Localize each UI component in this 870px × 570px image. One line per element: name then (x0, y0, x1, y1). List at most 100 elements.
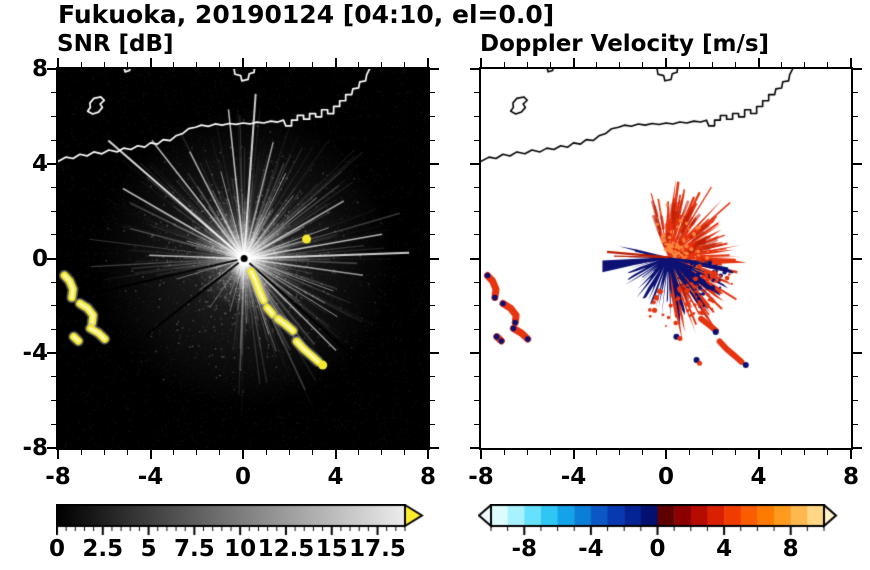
axis-tick (51, 115, 56, 117)
axis-tick (173, 62, 175, 67)
axis-tick (827, 62, 829, 67)
axis-tick (853, 305, 858, 307)
axis-tick (853, 115, 858, 117)
axis-tick (470, 257, 479, 260)
axis-tick (51, 400, 56, 402)
figure-title: Fukuoka, 20190124 [04:10, el=0.0] (58, 0, 555, 29)
axis-tick (47, 352, 56, 355)
x-tick-label-snr: 4 (327, 464, 344, 490)
axis-tick (430, 400, 435, 402)
doppler-colorbar-tick-label: -4 (578, 536, 604, 562)
axis-tick (51, 234, 56, 236)
y-tick-label: 4 (31, 150, 48, 177)
axis-tick (474, 376, 479, 378)
axis-tick (474, 234, 479, 236)
axis-tick (288, 450, 290, 455)
snr-colorbar-tick-label: 7.5 (173, 536, 215, 562)
snr-plot-frame (56, 67, 430, 450)
axis-tick (853, 186, 858, 188)
axis-tick (688, 450, 690, 455)
axis-tick (430, 257, 439, 260)
axis-tick (430, 139, 435, 141)
x-tick-label-doppler: 0 (657, 464, 675, 490)
axis-tick (311, 450, 313, 455)
axis-tick (596, 450, 598, 455)
axis-tick (711, 450, 713, 455)
axis-tick (474, 186, 479, 188)
axis-tick (126, 450, 128, 455)
axis-tick (853, 281, 858, 283)
snr-panel-title: SNR [dB] (57, 31, 174, 57)
axis-tick (51, 281, 56, 283)
axis-tick (470, 447, 479, 449)
axis-tick (711, 62, 713, 67)
axis-tick (51, 186, 56, 188)
y-tick-label: -8 (22, 435, 48, 461)
axis-tick (242, 450, 244, 459)
axis-tick (430, 115, 435, 117)
axis-tick (474, 305, 479, 307)
axis-tick (804, 62, 806, 67)
axis-tick (781, 62, 783, 67)
axis-tick (427, 58, 429, 67)
axis-tick (47, 257, 56, 260)
axis-tick (51, 423, 56, 425)
axis-tick (853, 92, 858, 94)
doppler-colorbar-tick-label: 0 (649, 536, 666, 562)
x-tick-label-snr: 0 (234, 464, 252, 490)
doppler-panel-title: Doppler Velocity [m/s] (480, 31, 770, 57)
axis-tick (47, 447, 56, 449)
axis-tick (853, 234, 858, 236)
axis-tick (596, 62, 598, 67)
axis-tick (804, 450, 806, 455)
axis-tick (430, 447, 439, 449)
axis-tick (853, 329, 858, 331)
x-tick-label-doppler: 8 (842, 464, 860, 490)
axis-tick (853, 423, 858, 425)
snr-colorbar-tick-label: 0 (48, 536, 66, 562)
axis-tick (503, 62, 505, 67)
axis-tick (853, 68, 862, 70)
axis-tick (358, 450, 360, 455)
axis-tick (757, 450, 760, 459)
axis-tick (474, 423, 479, 425)
axis-tick (503, 450, 505, 455)
axis-tick (219, 62, 221, 67)
axis-tick (265, 450, 267, 455)
axis-tick (57, 58, 59, 67)
axis-tick (474, 281, 479, 283)
axis-tick (549, 62, 551, 67)
axis-tick (619, 62, 621, 67)
axis-tick (665, 450, 667, 459)
axis-tick (51, 376, 56, 378)
axis-tick (688, 62, 690, 67)
axis-tick (853, 139, 858, 141)
axis-tick (430, 92, 435, 94)
snr-colorbar-tick-label: 17.5 (349, 536, 406, 562)
axis-tick (430, 376, 435, 378)
x-tick-label-doppler: -8 (468, 464, 494, 490)
axis-tick (474, 329, 479, 331)
axis-tick (47, 68, 56, 70)
snr-colorbar-tick-label: 10 (224, 536, 257, 562)
axis-tick (781, 450, 783, 455)
axis-tick (381, 450, 383, 455)
axis-tick (474, 92, 479, 94)
axis-tick (474, 139, 479, 141)
axis-tick (734, 450, 736, 455)
axis-tick (288, 62, 290, 67)
axis-tick (853, 210, 858, 212)
axis-tick (404, 62, 406, 67)
y-tick-label: 8 (31, 56, 48, 82)
axis-tick (549, 450, 551, 455)
axis-tick (526, 450, 528, 455)
axis-tick (358, 62, 360, 67)
axis-tick (470, 162, 479, 165)
axis-tick (853, 257, 862, 260)
axis-tick (480, 450, 482, 459)
axis-tick (853, 352, 862, 355)
axis-tick (196, 450, 198, 455)
axis-tick (219, 450, 221, 455)
axis-tick (642, 450, 644, 455)
